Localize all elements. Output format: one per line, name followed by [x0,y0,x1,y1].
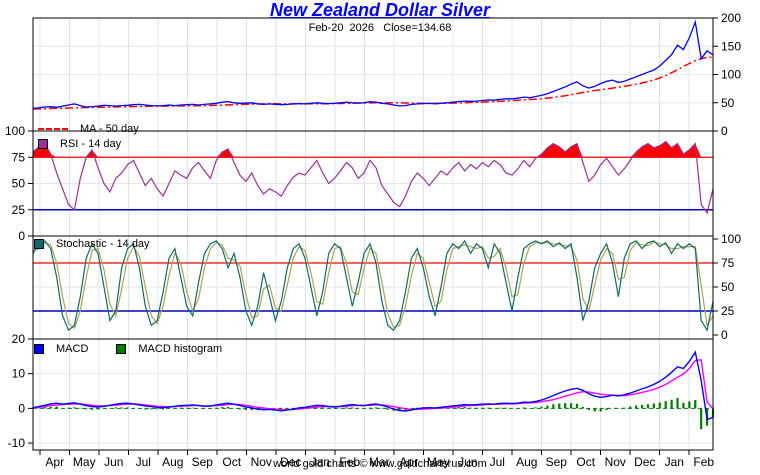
y-tick-label: 25 [721,304,735,318]
attribution: world gold charts © www.goldchartsrus.co… [273,458,487,470]
x-axis-month-label: May [427,455,450,469]
x-axis-month-label: Feb [693,455,714,469]
stochastic-k-line [32,239,714,332]
y-tick-label: 10 [12,367,26,381]
legend-ma: MA - 50 day [38,123,139,135]
x-axis-month-label: Dec [634,455,655,469]
rsi-square-swatch [38,139,48,149]
y-tick-label: 100 [721,68,741,82]
y-tick-label: 25 [12,203,26,217]
y-tick-label: 50 [12,177,26,191]
y-tick-label: 200 [721,11,741,25]
rsi-overbought-fill [33,141,713,158]
y-tick-label: 150 [721,39,741,53]
macd-histogram-square-swatch [116,344,127,354]
y-tick-label: 0 [721,124,728,138]
x-axis-month-label: Jun [458,455,477,469]
macd-square-swatch [34,344,44,354]
legend-stochastic: Stochastic - 14 day [34,238,150,250]
legend-rsi: RSI - 14 day [38,138,121,150]
price-line [32,19,714,110]
x-axis-month-label: Oct [576,455,595,469]
stochastic-square-swatch [34,239,44,249]
x-axis-month-label: Nov [251,455,272,469]
y-tick-label: 50 [721,280,735,294]
legend-rsi-label: RSI - 14 day [60,138,122,150]
x-axis-month-label: Aug [516,455,537,469]
x-axis-month-label: Jul [136,455,151,469]
y-tick-label: 0 [18,401,25,415]
x-axis-month-label: Jan [311,455,330,469]
x-axis-month-label: Nov [605,455,626,469]
x-axis-month-label: Aug [162,455,183,469]
macd-signal-line [32,359,714,411]
stochastic-d-line [32,241,714,330]
x-axis-month-label: Feb [339,455,360,469]
x-axis-month-label: Apr [45,455,64,469]
x-axis-month-label: Mar [369,455,390,469]
y-tick-label: 0 [18,229,25,243]
rsi-line [32,140,714,215]
y-tick-label: 0 [721,328,728,342]
x-axis-month-label: Sep [192,455,214,469]
legend-ma-label: MA - 50 day [80,123,139,135]
x-axis-month-label: May [73,455,96,469]
x-axis-month-label: Jul [490,455,505,469]
legend-stochastic-label: Stochastic - 14 day [56,238,150,250]
x-axis-month-label: Jun [104,455,123,469]
x-axis-month-label: Sep [546,455,568,469]
x-axis-month-label: Oct [222,455,241,469]
x-axis-month-label: Jan [665,455,684,469]
y-tick-label: 75 [721,256,735,270]
legend-macd-histogram-label: MACD histogram [138,343,223,355]
legend-macd-label: MACD [56,343,89,355]
y-tick-label: 100 [721,232,741,246]
legend-macd-histogram: MACD histogram [116,343,222,355]
y-tick-label: 50 [721,96,735,110]
y-tick-label: 75 [12,150,26,164]
macd-line [32,350,714,421]
ma-dash-swatch [38,128,68,130]
x-axis-month-label: Apr [399,455,418,469]
macd-panel-border [32,338,714,451]
chart-date-close: Feb-20 2026 Close=134.68 [308,22,452,34]
ma50-line [32,56,714,110]
x-axis-month-label: Dec [280,455,301,469]
y-tick-label: -10 [8,436,26,450]
y-tick-label: 100 [5,124,25,138]
chart-title: New Zealand Dollar Silver [269,0,491,20]
y-tick-label: 20 [12,332,26,346]
legend-macd: MACD MACD histogram [34,343,222,355]
